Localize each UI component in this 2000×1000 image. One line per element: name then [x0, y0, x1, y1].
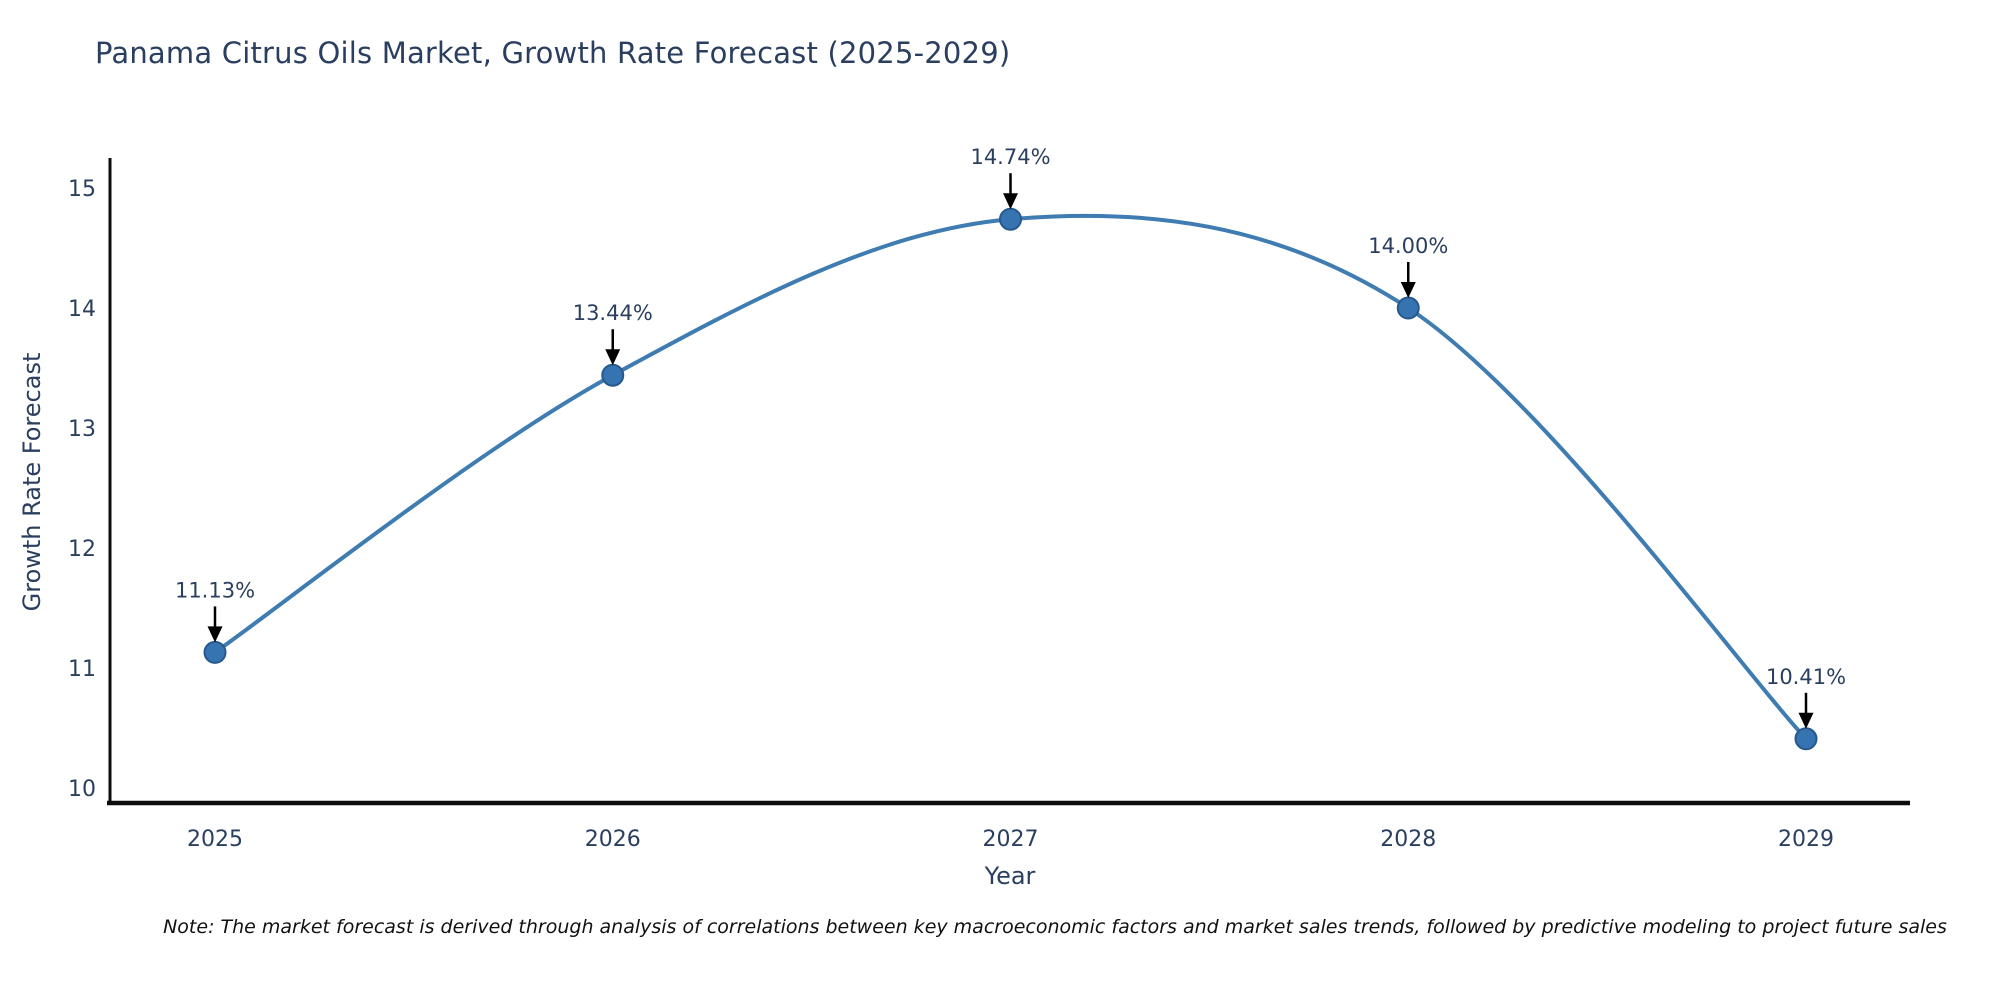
annotation-value-label: 11.13% [175, 578, 255, 602]
annotation-arrowhead [605, 349, 621, 366]
x-tick-label: 2026 [585, 827, 641, 852]
forecast-line-series [213, 213, 1808, 741]
data-point-marker [601, 363, 625, 387]
data-point-marker [1794, 727, 1818, 751]
x-tick-label: 2029 [1778, 827, 1834, 852]
chart-footnote: Note: The market forecast is derived thr… [163, 916, 1947, 938]
annotation-arrowhead [1798, 712, 1814, 729]
y-tick-label: 15 [68, 177, 96, 202]
x-tick-label: 2027 [983, 827, 1039, 852]
annotation-value-label: 10.41% [1766, 665, 1846, 689]
y-tick-label: 11 [68, 657, 96, 682]
annotation-arrowhead [207, 626, 223, 643]
x-tick-label: 2025 [187, 827, 243, 852]
x-axis-title: Year [984, 862, 1036, 890]
y-tick-label: 14 [68, 297, 96, 322]
annotation-value-label: 14.00% [1368, 234, 1448, 258]
data-point-marker [999, 207, 1022, 231]
chart-title: Panama Citrus Oils Market, Growth Rate F… [95, 36, 1011, 70]
data-point-marker [1396, 296, 1420, 320]
annotation-value-label: 13.44% [573, 301, 653, 325]
y-tick-label: 12 [68, 537, 96, 562]
y-tick-label: 10 [68, 777, 96, 802]
y-tick-label: 13 [68, 417, 96, 442]
annotation-value-label: 14.74% [970, 145, 1050, 169]
y-axis-title: Growth Rate Forecast [18, 352, 46, 612]
data-point-marker [203, 640, 227, 664]
annotation-arrowhead [1003, 193, 1018, 210]
x-tick-label: 2028 [1380, 827, 1436, 852]
annotation-arrowhead [1400, 282, 1416, 298]
